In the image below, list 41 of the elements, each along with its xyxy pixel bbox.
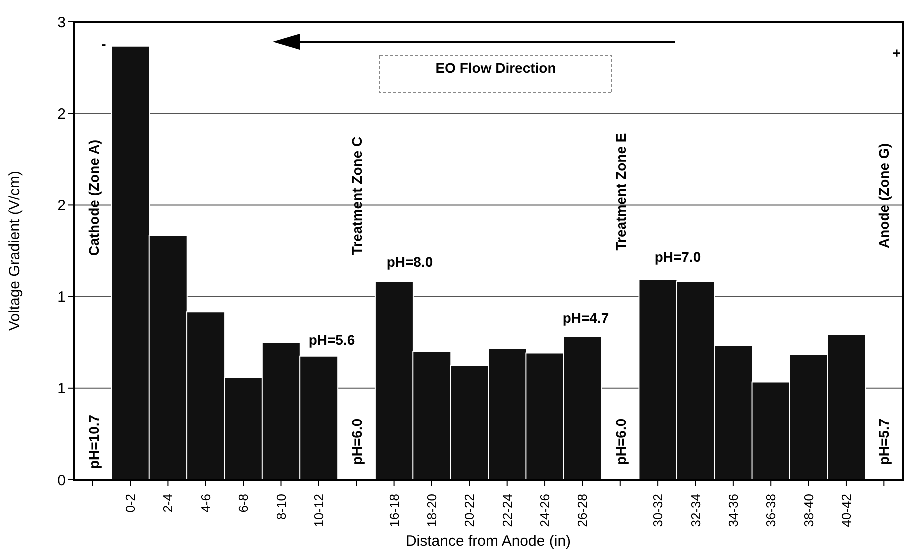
annotation: -: [102, 36, 107, 52]
annotation: pH=10.7: [86, 414, 102, 470]
annotation: Anode (Zone G): [876, 144, 892, 248]
x-tick-label: 34-36: [726, 494, 741, 528]
y-tick-label: 2: [58, 106, 66, 123]
annotation: pH=8.0: [386, 254, 434, 270]
x-tick-label: 40-42: [838, 494, 854, 528]
y-tick-label: 2: [58, 198, 66, 215]
x-tick-label: 20-22: [462, 494, 478, 528]
annotation: EO Flow Direction: [436, 60, 556, 76]
x-tick-label: 24-26: [538, 494, 553, 528]
y-tick-label: 1: [58, 380, 66, 398]
annotation: pH=4.7: [562, 310, 610, 326]
x-tick-label: 26-28: [575, 494, 590, 528]
x-tick-label: 8-10: [274, 494, 289, 520]
annotation: Cathode (Zone A): [86, 140, 102, 256]
annotation: pH=6.0: [613, 418, 629, 466]
annotation: Treatment Zone E: [613, 133, 629, 251]
y-tick-label: 1: [58, 289, 66, 306]
annotation: pH=5.6: [308, 332, 356, 348]
x-tick-label: 10-12: [311, 494, 326, 528]
x-tick-label: 22-24: [500, 494, 515, 528]
x-tick-label: 36-38: [764, 494, 779, 528]
x-tick-label: 0-2: [123, 494, 138, 513]
x-tick-label: 6-8: [236, 494, 252, 513]
x-tick-label: 4-6: [198, 494, 214, 513]
x-axis-title: Distance from Anode (in): [406, 533, 572, 550]
y-tick-label: 0: [58, 472, 66, 490]
y-axis-title: Voltage Gradient (V/cm): [6, 170, 24, 332]
y-tick-label: 3: [58, 14, 66, 32]
x-tick-label: 32-34: [688, 494, 704, 528]
x-tick-label: 16-18: [386, 494, 402, 528]
annotation: Treatment Zone C: [349, 136, 365, 256]
annotation: pH=6.0: [349, 418, 365, 466]
x-tick-label: 2-4: [160, 494, 176, 513]
annotation: +: [892, 45, 902, 61]
x-tick-label: 18-20: [424, 494, 440, 528]
x-tick-label: 30-32: [650, 494, 666, 528]
annotation: pH=7.0: [654, 249, 702, 265]
x-tick-label: 38-40: [801, 494, 816, 528]
annotation: pH=5.7: [876, 418, 892, 466]
